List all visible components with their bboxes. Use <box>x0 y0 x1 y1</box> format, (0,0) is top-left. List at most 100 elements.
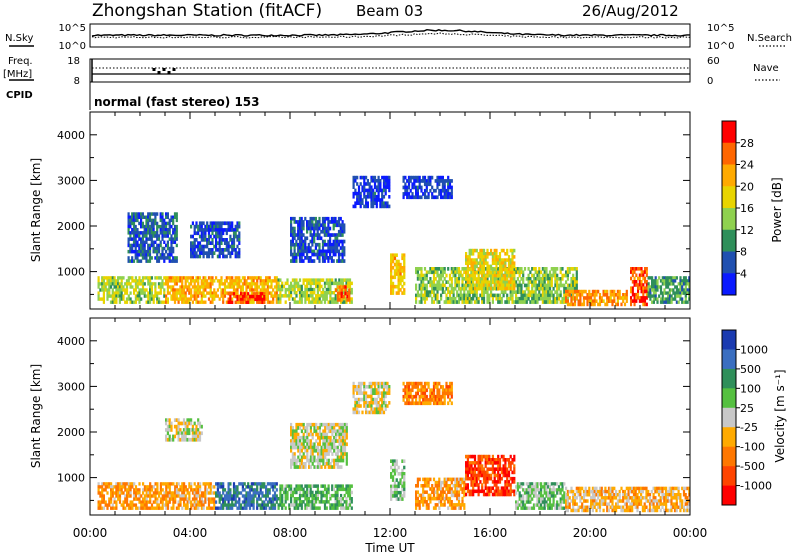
heatmap-cell <box>390 253 393 257</box>
heatmap-cell <box>604 289 607 294</box>
heatmap-cell <box>484 277 487 281</box>
heatmap-cell <box>642 273 645 278</box>
heatmap-cell <box>541 300 544 304</box>
heatmap-cell <box>498 252 502 256</box>
heatmap-cell <box>117 294 120 298</box>
heatmap-cell <box>115 282 118 286</box>
heatmap-cell <box>481 473 484 478</box>
heatmap-cell <box>209 285 212 289</box>
heatmap-cell <box>431 175 434 180</box>
heatmap-cell <box>532 280 536 284</box>
heatmap-cell <box>356 195 359 199</box>
heatmap-cell <box>175 218 178 223</box>
heatmap-cell <box>327 246 330 250</box>
heatmap-cell <box>586 293 589 297</box>
heatmap-cell <box>493 277 496 281</box>
heatmap-cell <box>500 261 503 265</box>
heatmap-cell <box>298 284 302 289</box>
heatmap-cell <box>147 221 150 226</box>
heatmap-cell <box>145 231 148 235</box>
heatmap-cell <box>140 291 143 295</box>
heatmap-cell <box>148 234 152 238</box>
heatmap-cell <box>340 484 343 488</box>
heatmap-cell <box>143 246 146 251</box>
heatmap-cell <box>225 254 228 259</box>
heatmap-cell <box>441 195 444 200</box>
heatmap-cell <box>561 277 564 281</box>
heatmap-cell <box>347 281 350 286</box>
heatmap-cell <box>399 281 402 286</box>
heatmap-cell <box>133 300 136 304</box>
heatmap-cell <box>416 192 419 196</box>
heatmap-cell <box>113 282 116 286</box>
heatmap-cell <box>127 482 130 486</box>
heatmap-cell <box>138 221 141 226</box>
heatmap-cell <box>268 500 271 504</box>
heatmap-cell <box>314 220 317 224</box>
heatmap-cell <box>475 473 478 478</box>
heatmap-cell <box>323 252 326 257</box>
heatmap-cell <box>150 503 154 507</box>
heatmap-cell <box>298 242 302 247</box>
heatmap-cell <box>186 506 189 510</box>
heatmap-cell <box>293 297 296 301</box>
heatmap-cell <box>302 249 305 254</box>
heatmap-cell <box>306 294 309 298</box>
heatmap-cell <box>395 490 398 495</box>
heatmap-cell <box>209 485 212 489</box>
heatmap-cell <box>266 494 269 498</box>
heatmap-cell <box>443 179 446 183</box>
heatmap-cell <box>438 300 441 304</box>
heatmap-cell <box>538 280 541 284</box>
heatmap-cell <box>470 267 473 272</box>
heatmap-cell <box>622 296 625 300</box>
heatmap-cell <box>300 256 303 260</box>
heatmap-cell <box>293 291 296 295</box>
heatmap-cell <box>150 506 154 510</box>
heatmap-cell <box>168 228 171 232</box>
heatmap-cell <box>238 248 241 252</box>
heatmap-cell <box>259 482 262 486</box>
heatmap-cell <box>134 282 137 286</box>
heatmap-cell <box>329 239 332 244</box>
heatmap-cell <box>143 494 146 498</box>
heatmap-cell <box>204 288 207 292</box>
heatmap-cell <box>108 294 111 298</box>
heatmap-cell <box>525 277 528 281</box>
heatmap-cell <box>363 185 366 189</box>
heatmap-cell <box>136 215 139 219</box>
heatmap-cell <box>348 503 352 507</box>
heatmap-cell <box>493 467 496 471</box>
heatmap-cell <box>406 188 409 193</box>
heatmap-cell <box>266 294 269 298</box>
heatmap-cell <box>293 252 296 257</box>
heatmap-cell <box>661 291 664 295</box>
heatmap-cell <box>218 248 221 252</box>
heatmap-cell <box>461 293 464 298</box>
heatmap-cell <box>365 182 368 186</box>
heatmap-cell <box>181 282 184 286</box>
heatmap-cell <box>613 299 616 303</box>
heatmap-cell <box>452 293 455 298</box>
heatmap-cell <box>156 256 159 260</box>
heatmap-cell <box>218 500 221 504</box>
heatmap-cell <box>540 283 543 288</box>
heatmap-cell <box>663 276 666 280</box>
heatmap-cell <box>477 283 480 288</box>
heatmap-cell <box>440 503 443 507</box>
heatmap-cell <box>575 280 578 284</box>
heatmap-cell <box>170 285 173 289</box>
heatmap-cell <box>504 261 507 265</box>
heatmap-cell <box>175 485 178 489</box>
heatmap-cell <box>500 258 503 262</box>
heatmap-cell <box>332 220 335 224</box>
heatmap-cell <box>200 297 203 301</box>
heatmap-cell <box>559 270 562 275</box>
heatmap-cell <box>506 270 509 275</box>
heatmap-cell <box>488 286 491 291</box>
heatmap-cell <box>197 503 200 507</box>
heatmap-cell <box>216 485 219 489</box>
heatmap-cell <box>545 283 548 288</box>
heatmap-cell <box>149 294 152 298</box>
heatmap-cell <box>504 277 507 281</box>
